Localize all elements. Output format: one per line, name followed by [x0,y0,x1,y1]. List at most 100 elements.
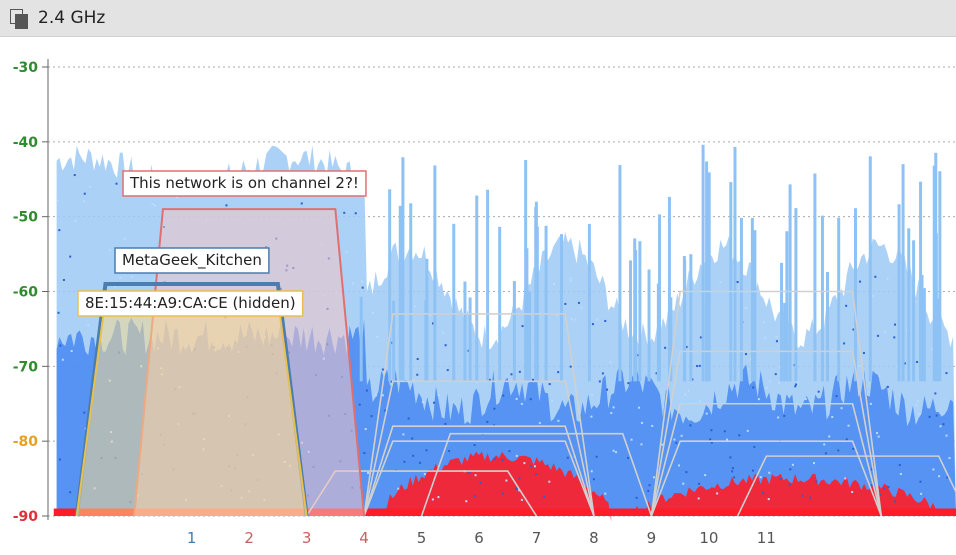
noise-dot [468,471,471,474]
y-tick-label: -80 [13,434,39,450]
noise-dot [687,389,690,392]
noise-dot [946,476,949,479]
noise-dot [843,342,846,345]
noise-dot [515,487,518,490]
spike [938,171,942,382]
noise-dot [552,283,555,286]
noise-dot [759,476,762,479]
spike [788,184,792,382]
noise-dot [367,471,370,474]
noise-dot [795,383,798,386]
noise-dot [384,409,387,412]
noise-dot [413,305,416,308]
noise-dot [381,368,384,371]
spike [629,260,633,382]
pages-icon [10,9,28,29]
noise-dot [474,474,477,477]
noise-dot [630,438,633,441]
noise-dot [765,387,768,390]
noise-dot [604,319,607,322]
noise-dot [783,414,786,417]
inactive-network [736,455,956,517]
noise-dot [57,311,60,314]
noise-dot [518,477,521,480]
noise-dot [698,364,701,367]
noise-dot [916,360,919,363]
noise-dot [569,365,572,368]
spike [618,165,622,382]
spike [689,254,693,382]
spike [463,281,467,382]
x-tick-label: 8 [589,529,599,547]
spike [707,172,711,382]
noise-dot [154,204,157,207]
noise-dot [883,331,886,334]
noise-dot [505,479,508,482]
spike [498,226,502,382]
inactive-network [650,350,883,517]
title-bar: 2.4 GHz [0,0,956,37]
noise-dot [83,411,86,414]
spike [733,146,737,382]
network-label: 8E:15:44:A9:CA:CE (hidden) [77,290,304,317]
noise-dot [698,400,701,403]
spike [587,223,591,382]
noise-dot [343,211,346,214]
spike [388,189,392,382]
noise-dot [893,336,896,339]
noise-dot [752,386,755,389]
noise-dot [538,383,541,386]
noise-dot [870,468,873,471]
noise-dot [698,482,701,485]
noise-dot [62,278,65,281]
noise-dot [520,402,523,405]
x-tick-label: 9 [647,529,657,547]
noise-dot [837,449,840,452]
spike [794,208,798,382]
y-tick-label: -70 [13,359,39,375]
x-tick-label: 2 [244,529,254,547]
noise-dot [640,421,643,424]
spike [919,181,923,382]
spike [729,182,733,382]
noise-dot [775,336,778,339]
noise-dot [640,443,643,446]
noise-dot [437,496,440,499]
noise-dot [467,349,470,352]
noise-dot [874,275,877,278]
network-label-text: This network is on channel 2?! [129,174,359,192]
noise-dot [914,300,917,303]
inactive-network [650,440,883,517]
x-tick-label: 1 [187,529,197,547]
noise-dot [938,475,941,478]
noise-dot [555,313,558,316]
noise-dot [945,372,948,375]
spike [780,262,784,382]
noise-dot [493,407,496,410]
noise-dot [119,276,122,279]
spike [935,298,939,382]
spike [525,248,529,382]
noise-dot [548,480,551,483]
network-label-box [122,170,367,197]
noise-dot [551,399,554,402]
density-high [634,473,945,516]
spike [837,217,841,382]
noise-dot [557,371,560,374]
noise-dot [381,394,384,397]
noise-dot [123,237,126,240]
noise-dot [705,412,708,415]
noise-dot [361,286,364,289]
spike [667,196,671,382]
noise-dot [444,422,447,425]
noise-dot [899,473,902,476]
noise-dot [412,454,415,457]
noise-dot [538,422,541,425]
noise-dot [945,434,948,437]
noise-dot [749,358,752,361]
noise-dot [882,487,885,490]
noise-dot [852,447,855,450]
noise-dot [569,277,572,280]
noise-dot [391,349,394,352]
spike [701,144,705,382]
